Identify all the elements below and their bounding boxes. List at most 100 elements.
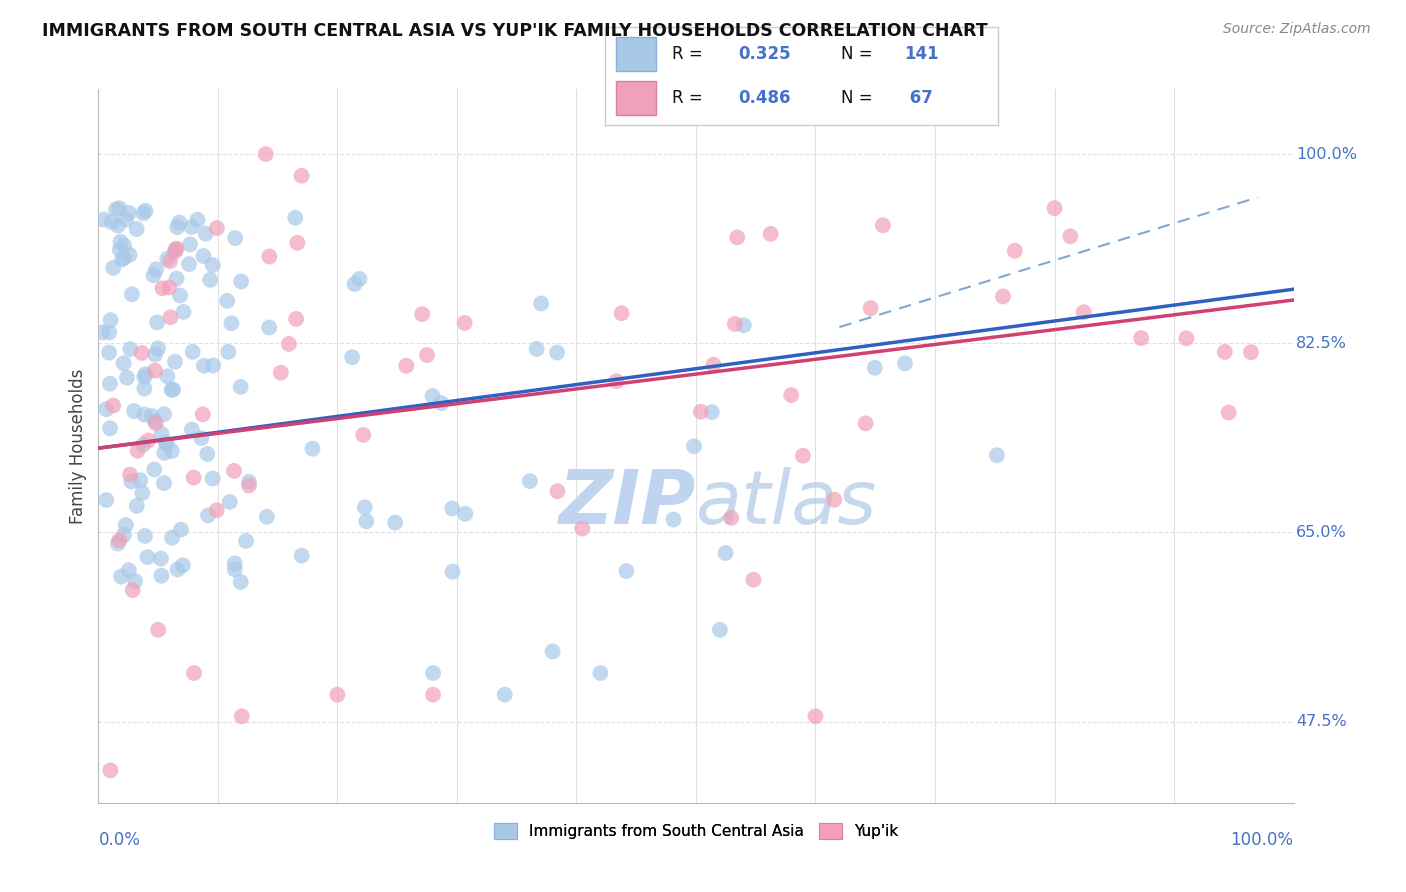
Point [352, 428, 374, 442]
Point [179, 237, 201, 252]
Point [159, 310, 181, 325]
Point [326, 688, 349, 702]
Point [166, 220, 188, 235]
Point [118, 563, 141, 577]
Point [98, 345, 121, 359]
Point [222, 464, 245, 478]
Point [792, 449, 814, 463]
Point [610, 306, 633, 320]
Point [105, 202, 128, 217]
Point [145, 416, 167, 430]
Point [181, 344, 204, 359]
Point [200, 273, 222, 287]
Point [124, 574, 146, 588]
Point [169, 288, 191, 302]
Point [205, 221, 228, 235]
Point [112, 238, 135, 252]
Point [541, 644, 564, 658]
Point [221, 316, 243, 330]
Point [160, 383, 183, 397]
Point [134, 368, 156, 382]
Point [689, 405, 711, 419]
Point [127, 443, 149, 458]
Point [191, 408, 214, 422]
Bar [616, 37, 655, 71]
Point [146, 342, 169, 356]
Point [96, 402, 118, 417]
Point [183, 470, 205, 484]
Point [93, 212, 115, 227]
Point [202, 359, 225, 373]
Point [349, 272, 371, 286]
Point [530, 296, 553, 310]
Point [709, 623, 731, 637]
Point [150, 426, 173, 441]
Point [115, 518, 138, 533]
Point [173, 305, 195, 319]
Point [131, 486, 153, 500]
Point [156, 369, 179, 384]
Point [112, 356, 135, 370]
Point [108, 533, 131, 548]
Point [257, 320, 280, 334]
Point [112, 528, 135, 542]
Point [270, 366, 292, 380]
Point [125, 499, 148, 513]
Point [121, 287, 143, 301]
Point [1218, 405, 1240, 419]
Point [546, 484, 568, 499]
Text: 100.0%: 100.0% [1230, 831, 1294, 849]
Point [733, 318, 755, 333]
Point [193, 249, 215, 263]
Point [616, 564, 638, 578]
Point [107, 219, 129, 233]
Point [441, 501, 464, 516]
Point [153, 446, 176, 460]
Point [121, 475, 143, 489]
Point [169, 215, 191, 229]
Point [453, 316, 475, 330]
Point [157, 280, 180, 294]
Point [724, 317, 747, 331]
Point [855, 417, 877, 431]
Point [285, 312, 308, 326]
Point [571, 522, 593, 536]
Point [134, 529, 156, 543]
Y-axis label: Family Households: Family Households [69, 368, 87, 524]
Point [187, 212, 209, 227]
Point [131, 346, 153, 360]
Point [863, 360, 886, 375]
Point [108, 201, 131, 215]
Point [160, 444, 183, 458]
Point [134, 408, 156, 422]
Point [115, 370, 138, 384]
Text: 100.0%: 100.0% [1296, 146, 1357, 161]
Text: 65.0%: 65.0% [1296, 525, 1347, 540]
Point [231, 709, 253, 723]
Point [224, 562, 246, 576]
Point [193, 359, 215, 373]
Point [118, 206, 141, 220]
Point [714, 546, 737, 560]
Point [229, 380, 252, 394]
Point [804, 709, 827, 723]
Point [136, 550, 159, 565]
Point [121, 583, 143, 598]
Legend: Immigrants from South Central Asia, Yup'ik: Immigrants from South Central Asia, Yup'… [488, 817, 904, 845]
Text: atlas: atlas [696, 467, 877, 539]
Point [859, 301, 882, 315]
Point [986, 448, 1008, 462]
Text: R =: R = [672, 45, 702, 62]
Point [143, 414, 166, 428]
Bar [616, 81, 655, 115]
Point [152, 281, 174, 295]
Point [702, 358, 724, 372]
Point [165, 243, 187, 257]
Point [118, 467, 141, 482]
Point [156, 437, 179, 451]
Point [120, 342, 142, 356]
Point [163, 244, 186, 259]
Point [205, 503, 228, 517]
Point [700, 405, 723, 419]
Point [132, 206, 155, 220]
